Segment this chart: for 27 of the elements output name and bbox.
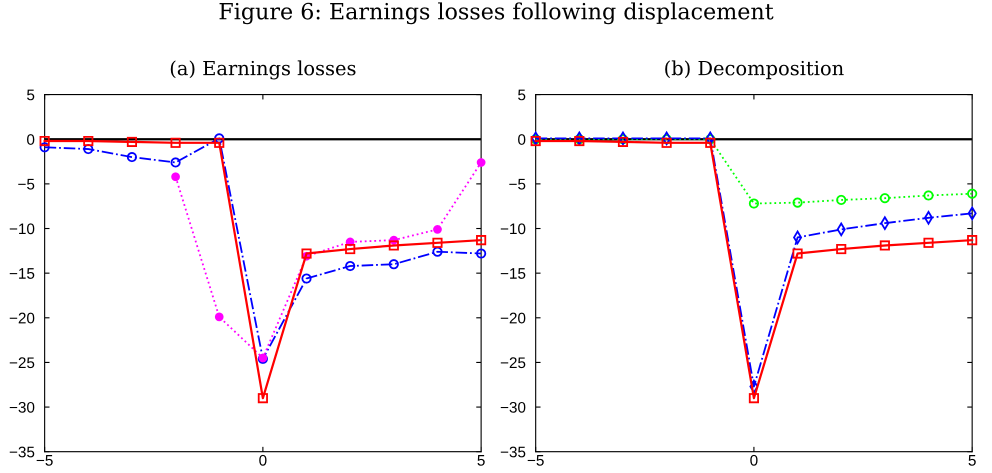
y-tick-label: −35 (500, 446, 526, 458)
y-tick-label: −10 (10, 223, 34, 234)
x-tick-label: 0 (750, 454, 758, 466)
chart-title: Figure 6: Earnings losses following displacement (220, 2, 774, 24)
y-tick-label: −30 (10, 402, 34, 413)
y-tick-label: 5 (518, 90, 526, 100)
y-tick-label: −35 (10, 446, 34, 458)
y-tick-label: −25 (500, 357, 526, 368)
y-tick-label: −20 (500, 312, 526, 324)
chart-subtitle: (b) Decomposition (665, 60, 844, 80)
y-tick-label: −10 (500, 223, 526, 234)
y-tick-label: −15 (10, 268, 34, 279)
y-tick-label: −25 (10, 357, 34, 368)
y-tick-label: −30 (500, 402, 526, 413)
x-tick-label: 5 (477, 455, 485, 466)
x-tick-label: 0 (259, 454, 267, 466)
y-tick-label: 0 (518, 134, 526, 145)
x-tick-label: −5 (528, 455, 544, 466)
x-tick-label: −5 (36, 455, 53, 466)
y-tick-label: 5 (27, 90, 34, 100)
y-tick-label: −5 (509, 178, 526, 190)
y-tick-label: −20 (10, 312, 34, 324)
y-tick-label: 0 (27, 134, 34, 145)
chart-subtitle: (a) Earnings losses (170, 60, 356, 80)
y-tick-label: −5 (18, 178, 34, 190)
y-tick-label: −15 (500, 268, 526, 279)
x-tick-label: 5 (968, 455, 976, 466)
